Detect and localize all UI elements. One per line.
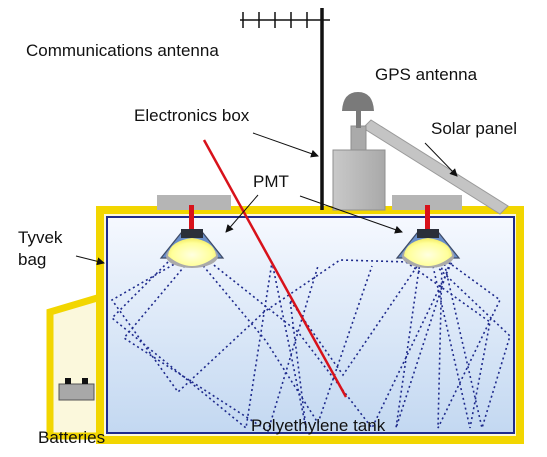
label-pmt: PMT xyxy=(253,172,289,191)
battery-compartment xyxy=(46,291,108,440)
gps-antenna-icon xyxy=(342,92,374,128)
pointer-arrows xyxy=(75,132,458,266)
label-electronics-box: Electronics box xyxy=(134,106,250,125)
label-batteries: Batteries xyxy=(38,428,105,447)
particle-track xyxy=(202,139,348,398)
pmt-right-icon xyxy=(395,205,461,268)
label-tyvek-line1: Tyvek xyxy=(18,228,63,247)
label-gps-antenna: GPS antenna xyxy=(375,65,478,84)
label-solar-panel: Solar panel xyxy=(431,119,517,138)
hatch-cover-left xyxy=(157,195,231,210)
pmt-left-icon xyxy=(159,205,225,268)
hatch-cover-right xyxy=(392,195,462,210)
communications-antenna-icon xyxy=(240,8,330,210)
electronics-box-icon xyxy=(332,125,386,211)
batteries-icon xyxy=(58,378,95,401)
label-polyethylene-tank: Polyethylene tank xyxy=(251,416,386,435)
polyethylene-tank xyxy=(96,206,524,444)
light-paths xyxy=(110,259,511,433)
label-tyvek-line2: bag xyxy=(18,250,46,269)
label-communications-antenna: Communications antenna xyxy=(26,41,219,60)
solar-panel-icon xyxy=(362,119,509,215)
